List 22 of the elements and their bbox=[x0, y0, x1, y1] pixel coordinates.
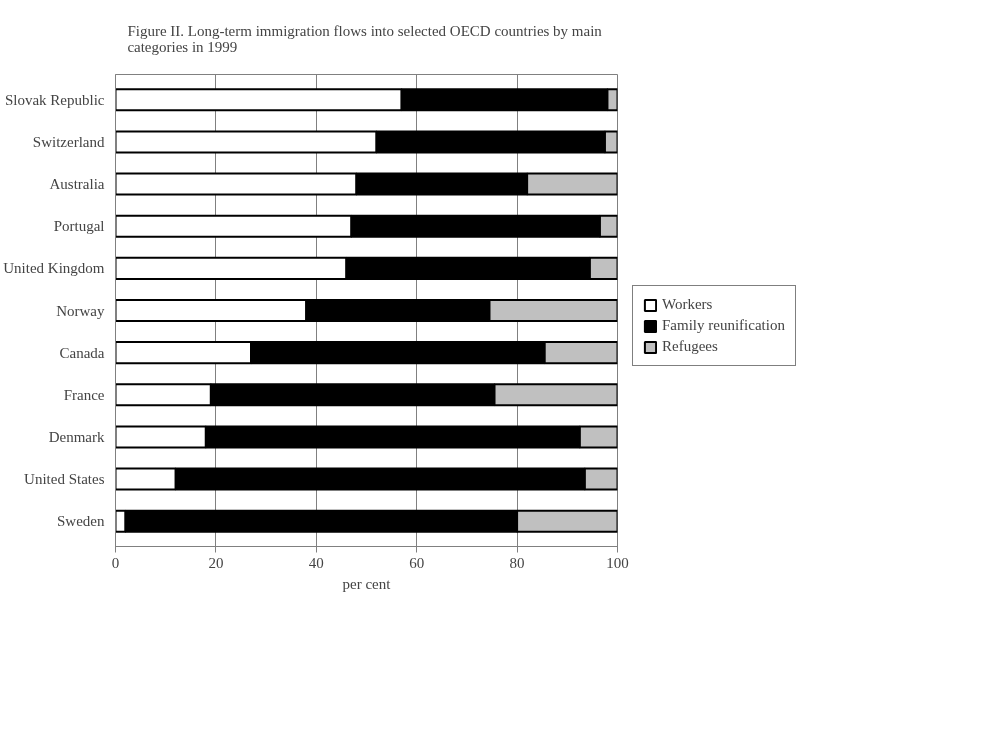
y-tick-label: United States bbox=[24, 471, 105, 488]
y-tick-label: Canada bbox=[59, 344, 105, 361]
y-tick-label: Slovak Republic bbox=[4, 91, 105, 108]
x-tick-label: 0 bbox=[111, 554, 120, 571]
x-tick-label: 100 bbox=[606, 554, 629, 571]
x-tick-label: 40 bbox=[308, 554, 324, 571]
y-tick-label: Portugal bbox=[53, 218, 105, 235]
legend-label: Family reunification bbox=[662, 317, 785, 334]
legend-label: Refugees bbox=[662, 338, 718, 355]
y-tick-label: Denmark bbox=[48, 428, 105, 445]
y-tick-label: United Kingdom bbox=[3, 260, 105, 277]
y-tick-label: Switzerland bbox=[32, 133, 105, 150]
x-tick-label: 60 bbox=[409, 554, 425, 571]
y-tick-label: Sweden bbox=[57, 513, 105, 530]
y-tick-label: Norway bbox=[56, 302, 105, 319]
x-tick-label: 80 bbox=[509, 554, 525, 571]
x-axis-title: per cent bbox=[342, 575, 392, 592]
chart-title: Figure II. Long-term immigration flows into selected OECD countries by main categories in 1999 bbox=[127, 22, 603, 55]
y-tick-label: Australia bbox=[49, 176, 105, 193]
y-tick-label: France bbox=[63, 386, 105, 403]
x-tick-label: 20 bbox=[208, 554, 224, 571]
legend-label: Workers bbox=[662, 296, 713, 313]
